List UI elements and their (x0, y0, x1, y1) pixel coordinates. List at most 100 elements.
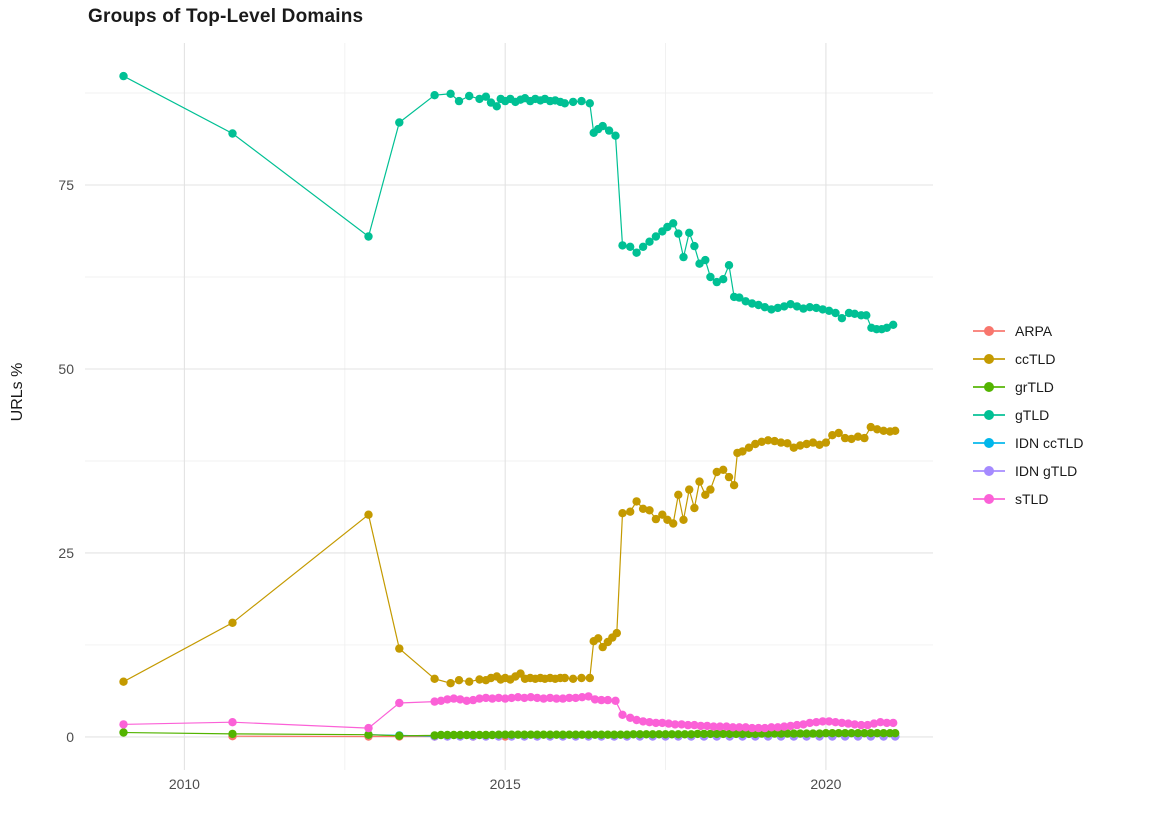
series-point-grtld (879, 729, 888, 738)
series-point-gtld (706, 272, 715, 282)
series-point-cctld (873, 425, 882, 434)
series-point-stld (507, 693, 516, 703)
series-point-stld (773, 723, 782, 732)
series-point-stld (882, 718, 891, 728)
y-tick-label: 75 (58, 177, 74, 193)
legend-label: sTLD (1015, 491, 1049, 507)
series-point-grtld (693, 729, 702, 739)
legend-item-grtld: grTLD (973, 378, 1083, 396)
series-point-stld (520, 693, 529, 703)
series-point-stld (824, 717, 834, 726)
series-point-cctld (446, 679, 455, 688)
series-point-stld (571, 693, 580, 703)
series-point-stld (857, 720, 866, 730)
legend-label: grTLD (1015, 379, 1054, 395)
legend-item-idn-cctld: IDN ccTLD (973, 434, 1083, 452)
series-point-cctld (669, 519, 678, 528)
series-point-stld (728, 723, 738, 732)
series-point-grtld (891, 729, 900, 738)
series-point-stld (658, 718, 667, 728)
series-point-cctld (632, 497, 641, 506)
series-point-gtld (598, 121, 607, 131)
series-point-gtld (679, 252, 688, 262)
legend-key-idn-cctld (973, 434, 1005, 452)
series-point-cctld (395, 644, 404, 653)
legend-label: gTLD (1015, 407, 1050, 423)
series-point-grtld (661, 730, 670, 739)
series-point-stld (818, 717, 827, 726)
series-point-cctld (475, 675, 484, 684)
series-point-stld (618, 710, 627, 719)
series-point-stld (501, 694, 510, 703)
series-point-stld (683, 720, 693, 730)
series-point-gtld (481, 92, 491, 101)
series-point-grtld (828, 729, 837, 738)
series-point-cctld (757, 437, 766, 446)
series-point-grtld (648, 730, 657, 739)
series-point-gtld (818, 305, 827, 314)
series-point-gtld (799, 304, 808, 313)
series-point-stld (741, 723, 750, 732)
series-point-stld (760, 723, 770, 733)
series-point-gtld (812, 303, 821, 313)
series-point-grtld (513, 730, 523, 739)
series-point-stld (611, 696, 620, 705)
series-point-gtld (638, 242, 648, 251)
legend-key-idn-gtld (973, 462, 1005, 480)
series-point-stld (552, 694, 561, 703)
legend-key-stld (973, 490, 1005, 508)
legend-item-stld: sTLD (973, 490, 1083, 508)
series-point-grtld (783, 729, 792, 738)
series-point-grtld (699, 729, 709, 739)
y-tick-label: 0 (66, 729, 74, 745)
series-point-stld (494, 693, 503, 703)
series-point-gtld (767, 305, 776, 314)
series-point-gtld (618, 241, 627, 250)
series-point-grtld (629, 730, 638, 739)
series-point-stld (603, 695, 612, 705)
series-point-cctld (598, 642, 607, 652)
series-point-stld (513, 693, 523, 702)
series-point-stld (488, 694, 497, 703)
series-point-stld (430, 697, 439, 706)
series-point-grtld (488, 730, 497, 740)
series-point-grtld (738, 729, 747, 739)
series-point-cctld (729, 481, 739, 490)
series-point-gtld (395, 118, 404, 127)
series-point-grtld (616, 730, 625, 739)
series-point-grtld (821, 729, 831, 738)
series-point-grtld (552, 730, 561, 739)
series-point-grtld (866, 729, 875, 738)
series-point-cctld (815, 440, 824, 449)
series-point-gtld (611, 131, 620, 140)
series-point-grtld (584, 730, 593, 739)
series-point-gtld (228, 129, 237, 138)
series-point-cctld (866, 422, 875, 432)
series-point-stld (670, 720, 680, 729)
series-point-grtld (436, 730, 446, 740)
series-point-cctld (430, 674, 439, 683)
series-point-grtld (776, 729, 786, 738)
series-point-grtld (558, 730, 568, 739)
series-point-stld (735, 723, 744, 732)
series-point-cctld (674, 490, 683, 499)
series-point-cctld (770, 436, 779, 446)
series-point-stld (664, 719, 673, 728)
series-point-gtld (754, 300, 763, 310)
y-tick-label: 25 (58, 545, 74, 561)
series-point-gtld (492, 102, 501, 111)
series-point-stld (812, 718, 821, 727)
series-point-grtld (802, 729, 811, 738)
series-point-stld (462, 696, 471, 705)
series-point-stld (626, 713, 635, 722)
series-point-grtld (770, 729, 779, 738)
series-point-gtld (882, 323, 891, 332)
series-point-stld (696, 721, 705, 731)
series-point-stld (747, 723, 757, 733)
series-point-cctld (594, 634, 603, 643)
series-point-gtld (560, 99, 569, 108)
series-point-cctld (789, 443, 798, 452)
series-point-cctld (802, 439, 811, 449)
series-point-cctld (751, 439, 760, 449)
series-point-cctld (712, 467, 721, 477)
